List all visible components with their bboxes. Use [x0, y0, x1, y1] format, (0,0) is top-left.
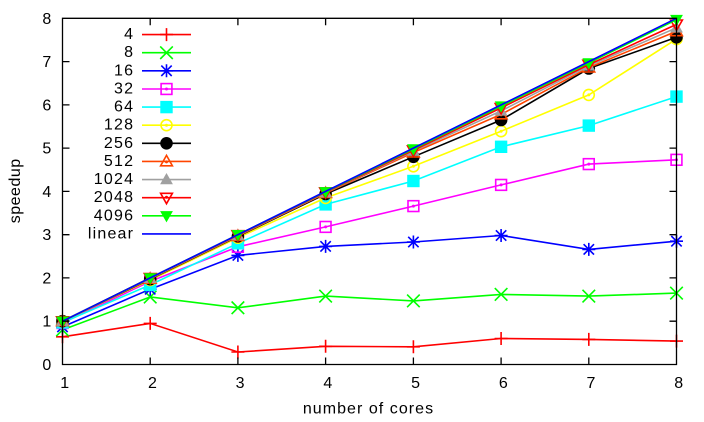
- svg-text:2: 2: [148, 375, 157, 392]
- svg-text:16: 16: [114, 62, 134, 79]
- svg-text:6: 6: [42, 97, 51, 114]
- svg-text:2048: 2048: [94, 189, 134, 206]
- svg-text:3: 3: [42, 227, 51, 244]
- svg-text:5: 5: [411, 375, 420, 392]
- svg-text:128: 128: [104, 117, 134, 134]
- svg-text:speedup: speedup: [7, 158, 24, 223]
- svg-text:2: 2: [42, 270, 51, 287]
- svg-text:4096: 4096: [94, 207, 134, 224]
- svg-text:1: 1: [60, 375, 69, 392]
- svg-text:4: 4: [124, 26, 134, 43]
- svg-text:256: 256: [104, 135, 134, 152]
- svg-text:7: 7: [42, 54, 51, 71]
- svg-text:linear: linear: [88, 225, 134, 242]
- svg-text:6: 6: [499, 375, 508, 392]
- svg-text:8: 8: [674, 375, 683, 392]
- svg-text:4: 4: [323, 375, 332, 392]
- svg-text:number of cores: number of cores: [303, 400, 434, 417]
- svg-text:7: 7: [587, 375, 596, 392]
- svg-text:5: 5: [42, 141, 51, 158]
- svg-text:512: 512: [104, 153, 134, 170]
- svg-text:8: 8: [42, 11, 51, 28]
- svg-text:8: 8: [124, 44, 134, 61]
- svg-text:64: 64: [114, 99, 134, 116]
- svg-text:3: 3: [236, 375, 245, 392]
- svg-text:0: 0: [42, 357, 51, 374]
- svg-text:1024: 1024: [94, 171, 134, 188]
- svg-text:1: 1: [42, 314, 51, 331]
- svg-text:32: 32: [114, 81, 134, 98]
- svg-text:4: 4: [42, 184, 51, 201]
